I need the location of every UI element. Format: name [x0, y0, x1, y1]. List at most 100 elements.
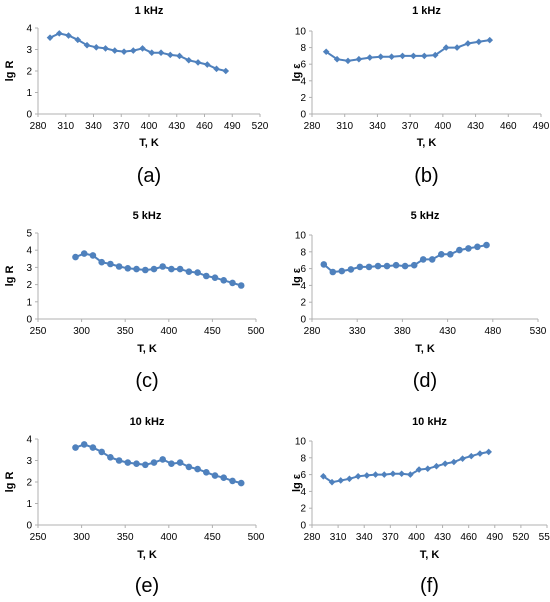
- data-point: [80, 441, 88, 448]
- data-point: [464, 40, 472, 47]
- data-point: [211, 472, 219, 479]
- x-tick-label: 400: [160, 326, 177, 337]
- data-point: [194, 269, 201, 276]
- data-point: [229, 477, 236, 485]
- x-tick-label: 490: [533, 121, 550, 132]
- data-point: [380, 471, 388, 478]
- data-point: [346, 475, 353, 483]
- data-point: [72, 444, 79, 451]
- y-tick-label: 5: [26, 229, 32, 240]
- x-tick-label: 280: [304, 532, 321, 543]
- chart-title: 1 kHz: [412, 5, 441, 17]
- data-point: [419, 256, 427, 263]
- x-axis-label: T, K: [417, 137, 437, 149]
- y-tick-label: 4: [300, 76, 306, 87]
- x-tick-label: 380: [394, 326, 411, 337]
- data-point: [356, 263, 364, 271]
- x-tick-label: 430: [434, 532, 451, 543]
- x-tick-label: 310: [336, 121, 353, 132]
- data-point: [465, 245, 472, 252]
- y-axis-label: lg ε: [291, 473, 303, 492]
- data-point: [176, 52, 183, 60]
- data-point: [159, 456, 166, 463]
- data-point: [415, 466, 423, 473]
- data-point: [424, 465, 432, 473]
- x-tick-label: 310: [57, 121, 74, 132]
- data-point: [347, 266, 355, 273]
- x-tick-label: 430: [467, 121, 484, 132]
- data-point: [107, 454, 114, 461]
- panel-caption: (f): [420, 575, 439, 597]
- x-tick-label: 350: [117, 532, 134, 543]
- data-point: [372, 471, 379, 478]
- data-point: [363, 472, 371, 479]
- y-axis-label: lg ε: [291, 63, 303, 82]
- data-point: [344, 57, 352, 65]
- x-tick-label: 550: [539, 532, 550, 543]
- data-point: [89, 444, 97, 451]
- x-tick-label: 310: [330, 532, 347, 543]
- data-point: [410, 261, 418, 269]
- data-point: [98, 258, 105, 266]
- x-tick-label: 370: [113, 121, 130, 132]
- data-point: [185, 56, 193, 64]
- y-tick-label: 8: [300, 43, 306, 54]
- x-tick-label: 350: [117, 326, 134, 337]
- data-point: [203, 61, 211, 68]
- chart-title: 1 kHz: [135, 5, 164, 17]
- data-point: [124, 459, 132, 466]
- data-point: [213, 65, 220, 73]
- data-point: [475, 38, 483, 46]
- data-point: [159, 263, 166, 270]
- data-point: [398, 470, 405, 478]
- data-point: [399, 52, 406, 60]
- x-tick-label: 520: [513, 532, 530, 543]
- data-point: [220, 277, 227, 284]
- y-tick-label: 0: [26, 315, 32, 326]
- data-point: [133, 265, 140, 273]
- y-tick-label: 3: [26, 263, 32, 274]
- data-point: [142, 461, 149, 469]
- y-tick-label: 0: [26, 110, 32, 121]
- data-point: [107, 260, 114, 268]
- data-point: [89, 252, 97, 259]
- data-point: [203, 272, 210, 280]
- y-tick-label: 0: [300, 110, 306, 121]
- data-point: [407, 471, 414, 478]
- data-point: [320, 261, 328, 268]
- data-point: [111, 47, 119, 54]
- data-point: [383, 262, 391, 270]
- x-tick-label: 450: [204, 532, 221, 543]
- data-point: [72, 253, 79, 261]
- x-tick-label: 400: [408, 532, 425, 543]
- data-point: [211, 274, 219, 282]
- data-point: [148, 49, 156, 57]
- y-tick-label: 2: [300, 298, 306, 309]
- chart-panel-f: 10 kHz 0 2 4 6 8 10 280 310 340 370 400 430 460 490 520…: [291, 416, 550, 597]
- y-tick-label: 8: [300, 247, 306, 258]
- x-tick-label: 400: [160, 532, 177, 543]
- x-tick-label: 400: [141, 121, 158, 132]
- data-point: [354, 472, 362, 480]
- data-point: [486, 36, 494, 44]
- x-axis-label: T, K: [415, 343, 435, 355]
- x-tick-label: 500: [248, 532, 265, 543]
- data-point: [388, 53, 395, 61]
- x-tick-label: 280: [304, 121, 321, 132]
- data-point: [441, 460, 449, 467]
- data-point: [74, 36, 82, 44]
- data-point: [392, 261, 400, 269]
- x-tick-label: 450: [204, 326, 221, 337]
- x-axis-label: T, K: [139, 137, 159, 149]
- y-tick-label: 0: [300, 521, 306, 532]
- data-point: [176, 265, 184, 273]
- data-point: [98, 448, 105, 456]
- y-tick-label: 2: [26, 67, 32, 78]
- data-point: [157, 49, 165, 57]
- data-point: [92, 44, 100, 51]
- x-axis-label: T, K: [420, 549, 440, 561]
- x-tick-label: 490: [486, 532, 503, 543]
- data-point: [166, 51, 174, 59]
- y-tick-label: 2: [300, 504, 306, 515]
- data-point: [337, 477, 345, 484]
